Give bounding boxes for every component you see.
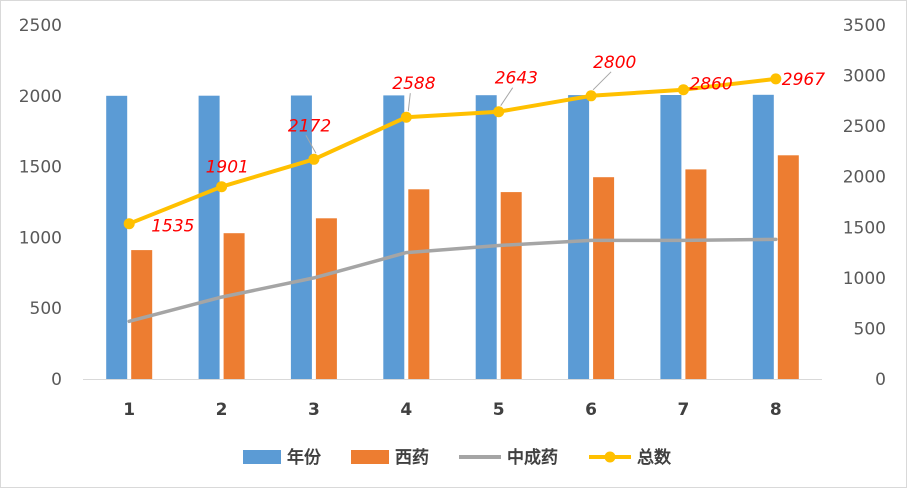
total-data-label-4: 2588 (392, 74, 435, 94)
bar-western-medicine-3 (315, 218, 337, 379)
legend: 年份 西药 中成药 总数 (243, 447, 672, 468)
x-axis-tick-label: 1 (123, 400, 135, 420)
data-labels-layer: 1535 1901 2172 2588 2643 2800 2860 2967 (151, 53, 825, 237)
total-label-leader-4 (407, 93, 411, 112)
right-axis-tick-label: 2500 (843, 117, 886, 137)
legend-label-3: 中成药 (507, 447, 558, 468)
bar-western-medicine-4 (408, 189, 430, 379)
x-axis-tick-label: 2 (216, 400, 228, 420)
right-axis-tick-label: 1000 (843, 269, 886, 289)
bar-western-medicine-7 (685, 169, 707, 379)
legend-label-2: 西药 (395, 447, 429, 468)
line-total (127, 76, 778, 226)
legend-swatch-1 (243, 450, 281, 464)
bar-western-medicine-2 (223, 233, 245, 379)
bar-western-medicine-8 (777, 155, 799, 379)
total-data-label-5: 2643 (495, 69, 538, 89)
right-axis-tick-label: 3000 (843, 67, 886, 87)
legend-item-4: 总数 (589, 447, 672, 468)
left-axis-tick-label: 1500 (19, 158, 62, 178)
legend-item-1: 年份 (243, 447, 322, 468)
left-axis-tick-label: 2000 (19, 87, 62, 107)
x-axis-tick-label: 4 (400, 400, 412, 420)
bar-year-7 (660, 95, 682, 379)
line-chinese-patent-medicine (127, 237, 778, 324)
bar-year-6 (568, 95, 590, 379)
total-point-8 (770, 73, 782, 85)
total-data-label-6: 2800 (593, 53, 636, 73)
right-axis-tick-label: 500 (854, 319, 886, 339)
bar-year-8 (752, 94, 774, 380)
bar-year-2 (198, 95, 220, 379)
x-axis-tick-label: 8 (770, 400, 782, 420)
legend-item-2: 西药 (351, 447, 429, 468)
bar-western-medicine-6 (593, 177, 615, 379)
bar-year-1 (106, 95, 128, 380)
legend-label-1: 年份 (287, 447, 322, 468)
bars-layer (106, 94, 799, 380)
total-point-4 (400, 111, 412, 123)
total-label-leader-5 (500, 87, 514, 106)
legend-label-4: 总数 (637, 447, 672, 468)
total-label-leader-6 (592, 71, 612, 91)
left-axis-tick-label: 2500 (19, 16, 62, 36)
x-axis-tick-label: 6 (585, 400, 597, 420)
legend-marker-4 (604, 451, 616, 463)
total-point-5 (493, 106, 505, 118)
total-data-label-8: 2967 (782, 70, 825, 90)
bar-western-medicine-1 (131, 250, 153, 379)
total-point-7 (677, 84, 689, 96)
bar-western-medicine-5 (500, 192, 522, 379)
bar-year-4 (383, 95, 405, 380)
left-axis-tick-label: 500 (30, 299, 62, 319)
total-point-6 (585, 90, 597, 102)
x-axis-tick-label: 3 (308, 400, 320, 420)
left-axis-tick-label: 0 (51, 370, 62, 390)
lines-layer (123, 73, 782, 324)
total-data-label-2: 1901 (206, 158, 249, 178)
x-axis-tick-label: 5 (493, 400, 505, 420)
bar-year-3 (290, 95, 312, 379)
legend-item-3: 中成药 (459, 447, 558, 468)
x-axis-tick-label: 7 (677, 400, 689, 420)
axes-layer: 0 500 1000 1500 2000 2500 0 500 1000 1500 2000 2500… (19, 16, 886, 420)
right-axis-tick-label: 0 (875, 370, 886, 390)
total-data-label-7: 2860 (689, 75, 732, 95)
total-point-1 (123, 218, 135, 230)
left-axis-tick-label: 1000 (19, 228, 62, 248)
right-axis-tick-label: 2000 (843, 168, 886, 188)
right-axis-tick-label: 1500 (843, 218, 886, 238)
total-data-label-1: 1535 (151, 217, 194, 237)
legend-swatch-2 (351, 450, 389, 464)
bar-year-5 (475, 95, 497, 379)
total-label-leader-3 (305, 135, 317, 154)
total-point-2 (216, 181, 228, 193)
right-axis-tick-label: 3500 (843, 16, 886, 36)
total-point-3 (308, 153, 320, 165)
total-data-label-3: 2172 (288, 116, 331, 136)
